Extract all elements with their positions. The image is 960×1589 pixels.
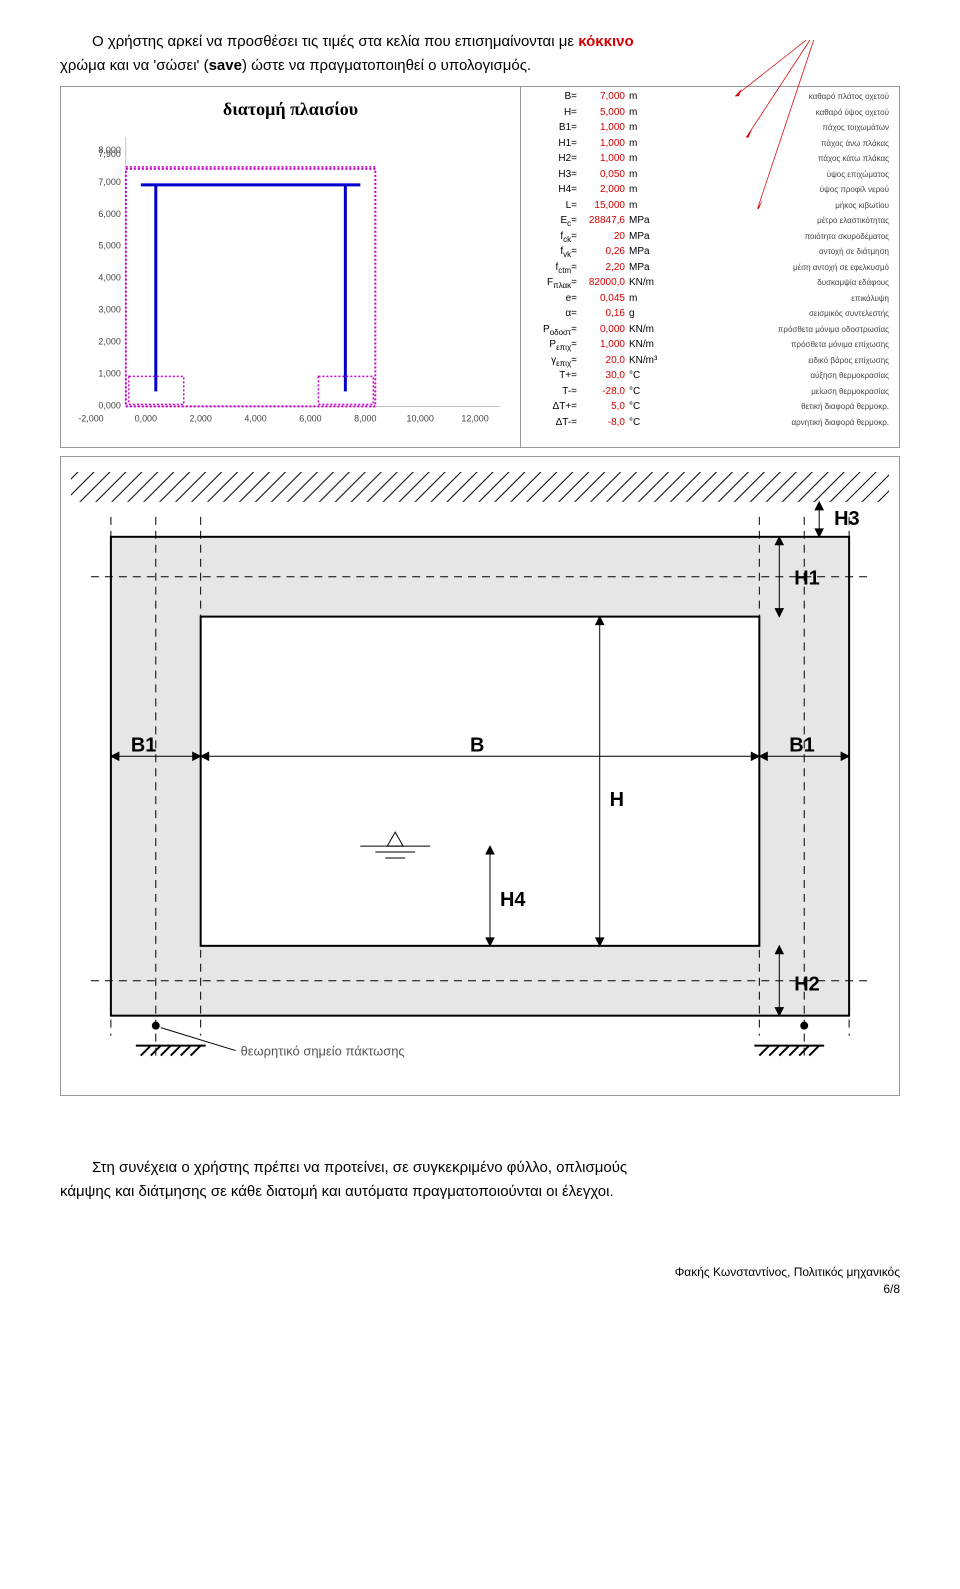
svg-text:H2: H2 [794, 974, 820, 996]
intro-line2b: ) ώστε να πραγματοποιηθεί ο υπολογισμός. [242, 57, 531, 74]
intro-save-word: save [209, 57, 242, 74]
param-row: H4=2,000mύψος προφίλ νερού [527, 184, 893, 200]
page-footer: Φακής Κωνσταντίνος, Πολιτικός μηχανικός … [60, 1264, 900, 1298]
param-row: Pοδοστ=0,000KN/mπρόσθετα μόνιμα οδοστρωσ… [527, 324, 893, 340]
chart-params-panel: διατομή πλαισίου 0,000 1,000 2,000 3,000… [60, 86, 900, 448]
intro-line2a: χρώμα και να 'σώσει' ( [60, 57, 209, 74]
svg-text:6,000: 6,000 [299, 413, 321, 423]
param-row: γεπιχ=20,0KN/m³ειδικό βάρος επίχωσης [527, 355, 893, 371]
svg-text:5,000: 5,000 [98, 241, 120, 251]
param-row: H3=0,050mύψος επιχώματος [527, 169, 893, 185]
svg-text:H1: H1 [794, 568, 820, 590]
svg-text:12,000: 12,000 [461, 413, 488, 423]
svg-text:B: B [470, 734, 484, 756]
param-row: fck=20MPaποιότητα σκυροδέματος [527, 231, 893, 247]
param-row: fctm=2,20MPaμέση αντοχή σε εφελκυσμό [527, 262, 893, 278]
svg-text:H: H [610, 789, 624, 811]
svg-text:3,000: 3,000 [98, 305, 120, 315]
svg-text:1,000: 1,000 [98, 368, 120, 378]
svg-text:H3: H3 [834, 508, 860, 530]
svg-text:6,000: 6,000 [98, 209, 120, 219]
svg-text:2,000: 2,000 [189, 413, 211, 423]
svg-text:8,000: 8,000 [98, 145, 120, 155]
param-row: Fπλακ=82000,0KN/mδυσκαμψία εδάφους [527, 277, 893, 293]
param-row: T+=30,0°Cαύξηση θερμοκρασίας [527, 370, 893, 386]
param-row: B=7,000mκαθαρό πλάτος οχετού [527, 91, 893, 107]
svg-text:7,000: 7,000 [98, 177, 120, 187]
footer-page-number: 6/8 [60, 1281, 900, 1298]
param-row: Ec=28847,6MPaμέτρο ελαστικότητας [527, 215, 893, 231]
intro-line1-prefix: Ο χρήστης αρκεί να προσθέσει τις τιμές σ… [60, 33, 578, 50]
params-list: B=7,000mκαθαρό πλάτος οχετού H=5,000mκαθ… [521, 87, 899, 447]
svg-text:10,000: 10,000 [406, 413, 433, 423]
intro-paragraph: Ο χρήστης αρκεί να προσθέσει τις τιμές σ… [60, 30, 900, 78]
param-row: B1=1,000mπάχος τοιχωμάτων [527, 122, 893, 138]
svg-text:H4: H4 [500, 889, 525, 911]
param-row: e=0,045mεπικάλυψη [527, 293, 893, 309]
svg-text:2,000: 2,000 [98, 336, 120, 346]
svg-text:0,000: 0,000 [98, 400, 120, 410]
cross-section-diagram: H3 H1 B1 B B1 H H4 H2 θεωρητικό σημείο π… [60, 456, 900, 1096]
outro-paragraph: Στη συνέχεια ο χρήστης πρέπει να προτείν… [60, 1156, 900, 1204]
footer-author: Φακής Κωνσταντίνος, Πολιτικός μηχανικός [60, 1264, 900, 1281]
param-row: α=0,16gσεισμικός συντελεστής [527, 308, 893, 324]
svg-text:B1: B1 [131, 734, 157, 756]
param-row: L=15,000mμήκος κιβωτίου [527, 200, 893, 216]
svg-text:θεωρητικό σημείο πάκτωσης: θεωρητικό σημείο πάκτωσης [241, 1044, 405, 1059]
param-row: H1=1,000mπάχος άνω πλάκας [527, 138, 893, 154]
param-row: Pεπιχ=1,000KN/mπρόσθετα μόνιμα επίχωσης [527, 339, 893, 355]
intro-red-word: κόκκινο [578, 33, 633, 50]
svg-text:-2,000: -2,000 [78, 413, 103, 423]
svg-text:4,000: 4,000 [98, 273, 120, 283]
svg-text:8,000: 8,000 [354, 413, 376, 423]
param-row: H2=1,000mπάχος κάτω πλάκας [527, 153, 893, 169]
svg-text:B1: B1 [789, 734, 815, 756]
section-chart: 0,000 1,000 2,000 3,000 4,000 5,000 6,00… [71, 127, 510, 426]
chart-area: διατομή πλαισίου 0,000 1,000 2,000 3,000… [61, 87, 521, 447]
param-row: H=5,000mκαθαρό ύψος οχετού [527, 107, 893, 123]
svg-text:4,000: 4,000 [244, 413, 266, 423]
chart-title: διατομή πλαισίου [61, 99, 520, 120]
param-row: ΔT+=5,0°Cθετική διαφορά θερμοκρ. [527, 401, 893, 417]
param-row: ΔT-=-8,0°Cαρνητική διαφορά θερμοκρ. [527, 417, 893, 433]
svg-text:0,000: 0,000 [135, 413, 157, 423]
param-row: T-=-28,0°Cμείωση θερμοκρασίας [527, 386, 893, 402]
param-row: fvk=0,26MPaαντοχή σε διάτμηση [527, 246, 893, 262]
